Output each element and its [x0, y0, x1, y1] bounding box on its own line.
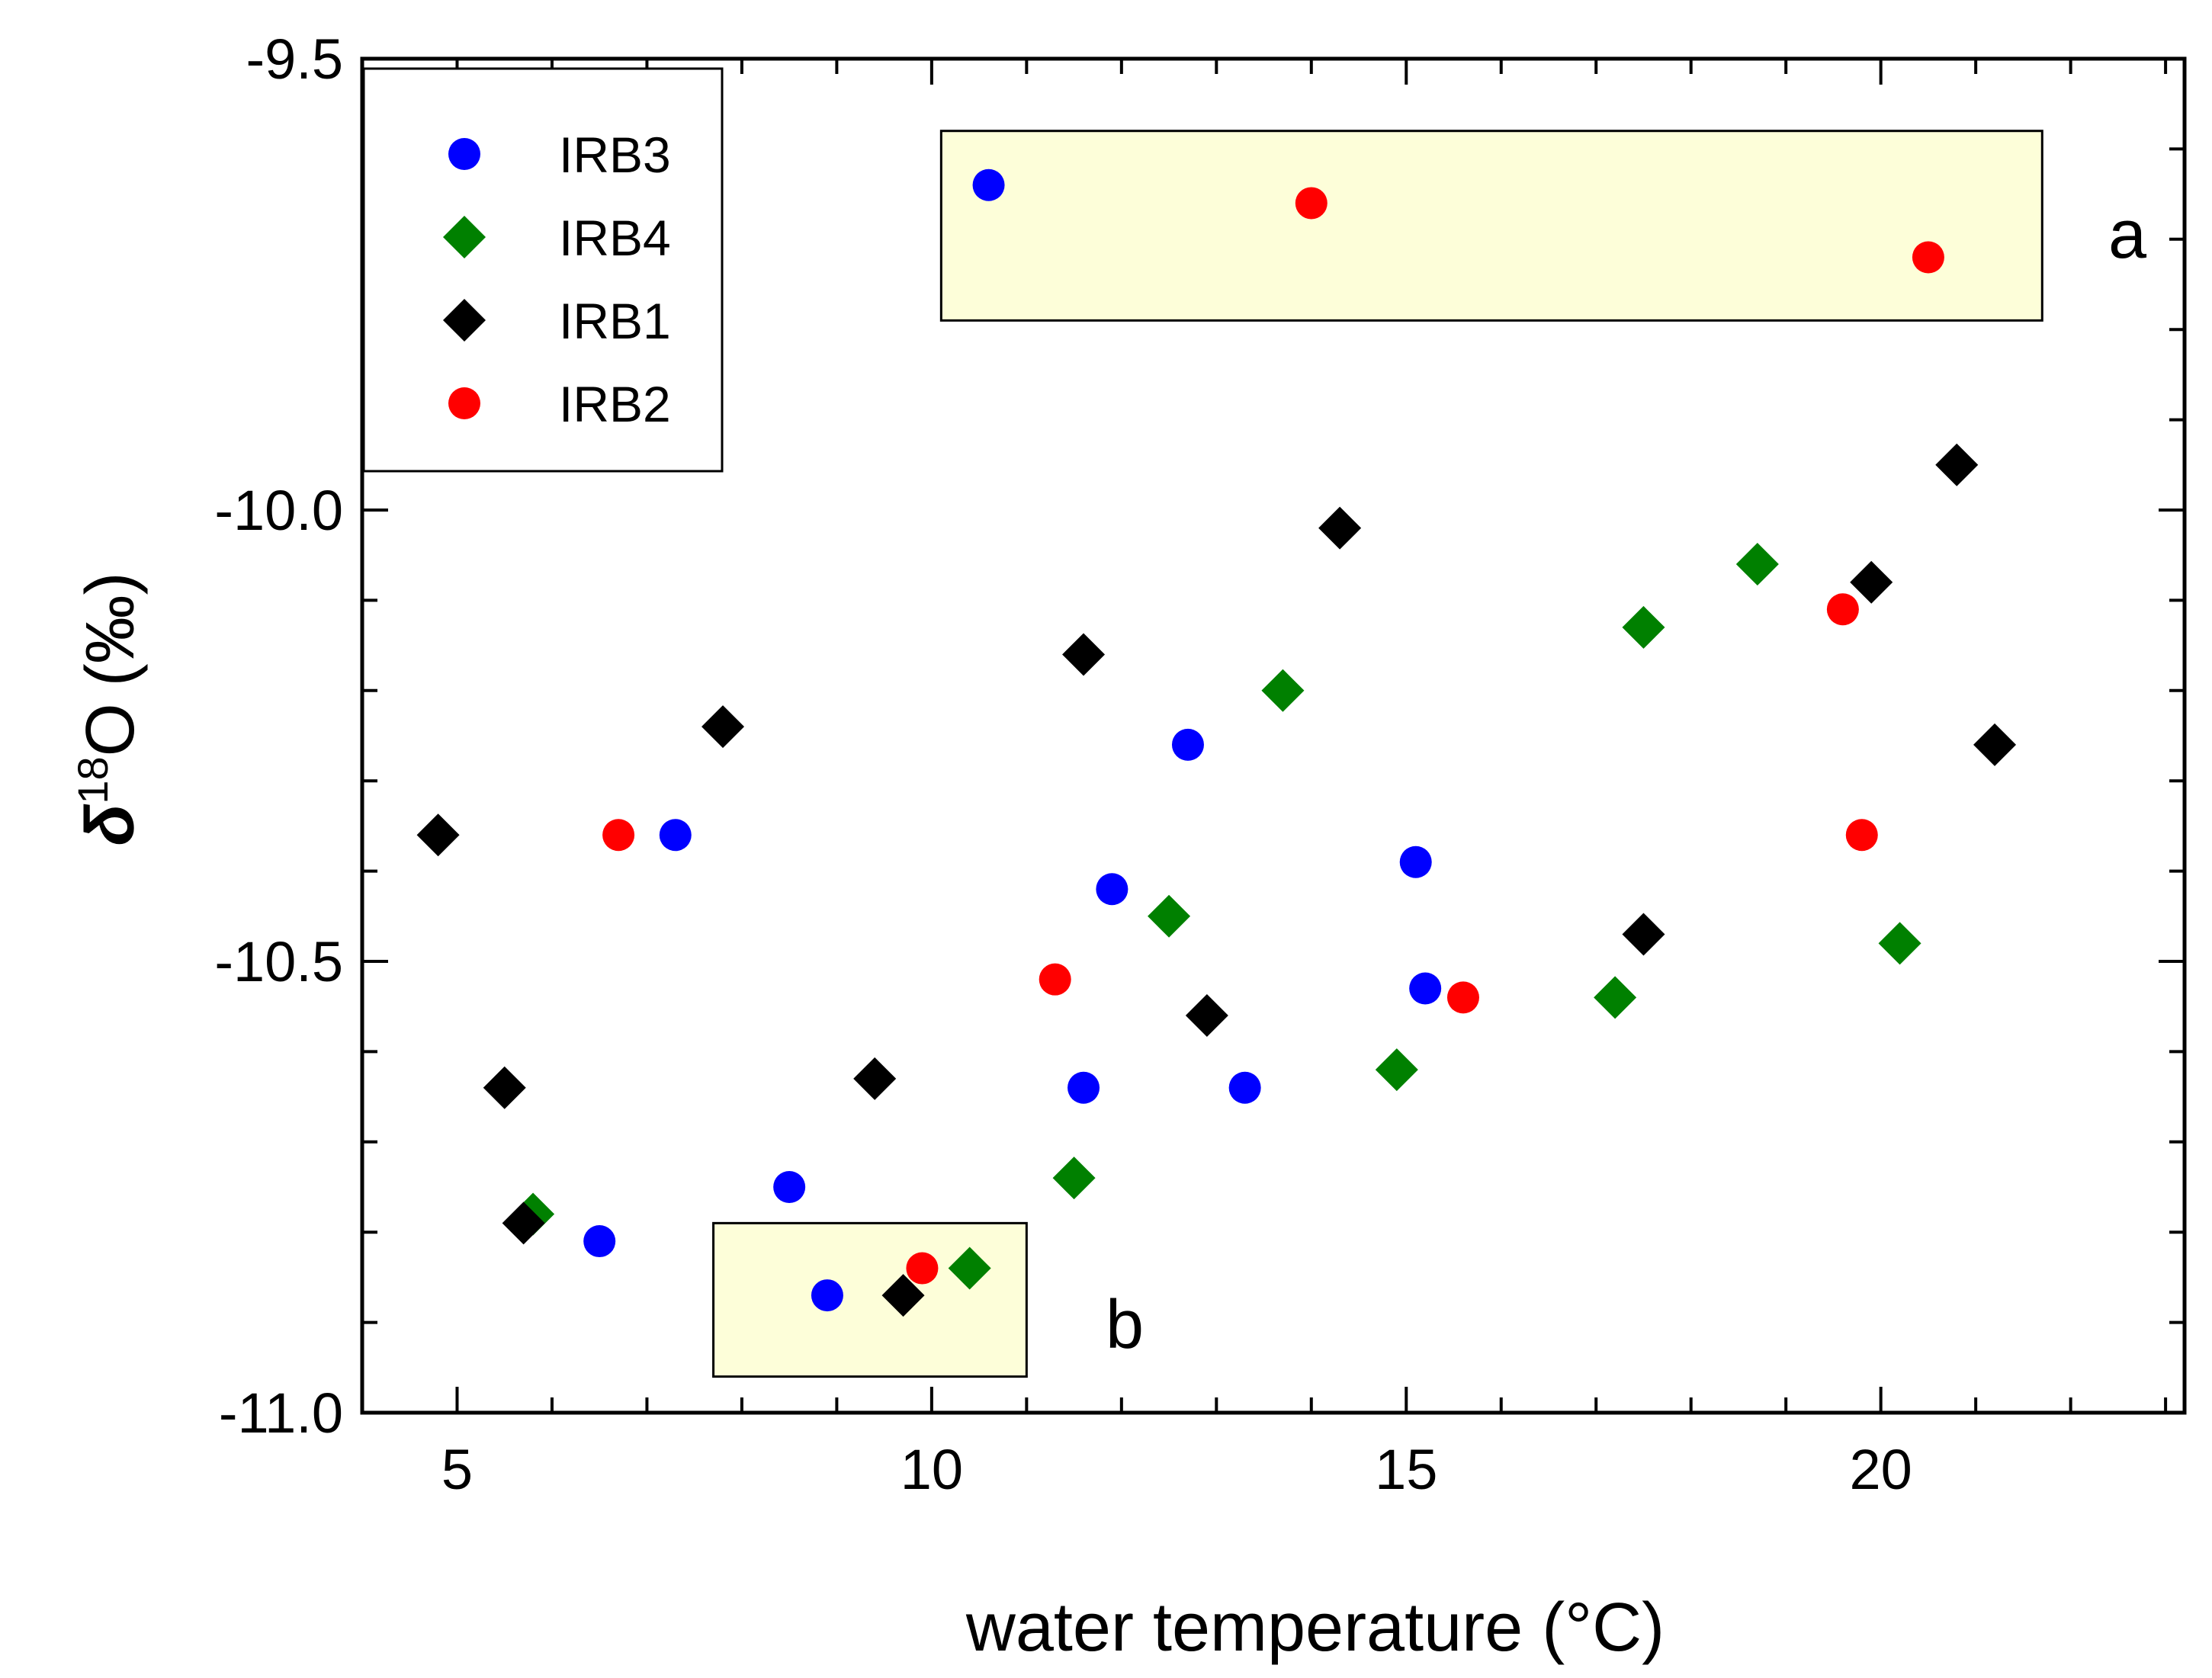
plot-frame [360, 56, 2187, 1415]
irb1-point [1850, 560, 1893, 604]
series-irb1 [416, 443, 2017, 1317]
irb1-point [853, 1057, 897, 1100]
x-tick-labels: 5 10 15 20 [441, 1438, 1912, 1501]
irb3-point [659, 819, 692, 852]
irb4-point [1375, 1048, 1418, 1092]
irb3-point [1409, 972, 1442, 1005]
irb2-point [1039, 963, 1071, 996]
y-tick-label: -11.0 [219, 1381, 343, 1445]
irb3-point [773, 1171, 806, 1203]
region-b-box [712, 1221, 1028, 1378]
irb2-point [1826, 593, 1859, 626]
legend-box [362, 67, 724, 473]
irb2-point [1912, 241, 1944, 274]
region-a-box [939, 130, 2043, 322]
irb2-point [602, 819, 635, 852]
irb2-point [1446, 981, 1479, 1014]
irb1-point [1935, 443, 1979, 486]
irb3-point [972, 168, 1005, 201]
irb3-point [1171, 728, 1204, 761]
irb4-point [1594, 976, 1637, 1019]
legend-label-irb3: IRB3 [559, 127, 671, 183]
y-tick-label: -10.5 [214, 930, 343, 993]
region-a-label: a [2108, 197, 2147, 273]
legend-marker-irb3 [448, 138, 480, 170]
y-axis-title: δ18O (‰) [69, 572, 149, 845]
irb3-point [583, 1225, 616, 1258]
y-axis-unit: (‰) [72, 572, 149, 686]
irb4-point [1735, 543, 1779, 586]
irb1-point [1318, 506, 1362, 550]
irb2-point [1295, 187, 1328, 220]
x-axis-title: water temperature (°C) [965, 1590, 1665, 1666]
region-b-label: b [1106, 1287, 1144, 1363]
irb1-point [701, 705, 745, 749]
irb4-point [1148, 894, 1191, 938]
irb2-point [906, 1252, 939, 1285]
irb4-point [948, 1246, 991, 1290]
irb3-point [1399, 845, 1432, 878]
irb1-point [1973, 723, 2017, 766]
legend: IRB3 IRB4 IRB1 IRB2 [362, 67, 724, 473]
legend-marker-irb1 [443, 299, 486, 342]
y-tick-label: -10.0 [214, 479, 343, 542]
highlight-regions: ab [712, 130, 2147, 1378]
legend-label-irb4: IRB4 [559, 210, 671, 266]
legend-marker-irb2 [448, 387, 480, 419]
irb1-point [1622, 913, 1665, 956]
y-axis-symbol: δ [72, 804, 149, 846]
legend-marker-irb4 [443, 216, 486, 258]
irb1-point [483, 1066, 526, 1109]
irb4-point [1878, 922, 1921, 965]
irb3-point [1067, 1071, 1100, 1104]
series-irb2 [602, 187, 1944, 1285]
irb1-point [502, 1202, 545, 1245]
x-tick-label: 20 [1850, 1438, 1912, 1501]
irb3-point [811, 1279, 843, 1312]
irb4-point [1622, 605, 1665, 649]
y-tick-labels: -9.5 -10.0 -10.5 -11.0 [214, 27, 343, 1445]
y-axis-element: O [72, 703, 149, 756]
y-axis-superscript: 18 [69, 756, 117, 804]
irb3-point [1228, 1071, 1261, 1104]
legend-label-irb2: IRB2 [559, 376, 671, 432]
irb4-point [1052, 1157, 1096, 1200]
x-tick-label: 5 [441, 1438, 473, 1501]
legend-label-irb1: IRB1 [559, 293, 671, 349]
axis-ticks [361, 57, 2185, 1414]
irb1-point [416, 813, 460, 857]
irb2-point [1845, 819, 1878, 852]
x-tick-label: 15 [1375, 1438, 1437, 1501]
irb1-point [1062, 633, 1106, 676]
irb3-point [1096, 873, 1128, 906]
irb1-point [881, 1274, 925, 1317]
data-points [416, 168, 2017, 1317]
x-tick-label: 10 [901, 1438, 963, 1501]
y-tick-label: -9.5 [246, 27, 343, 91]
series-irb3 [583, 168, 1442, 1312]
irb4-point [1261, 669, 1305, 712]
irb1-point [1185, 994, 1228, 1038]
